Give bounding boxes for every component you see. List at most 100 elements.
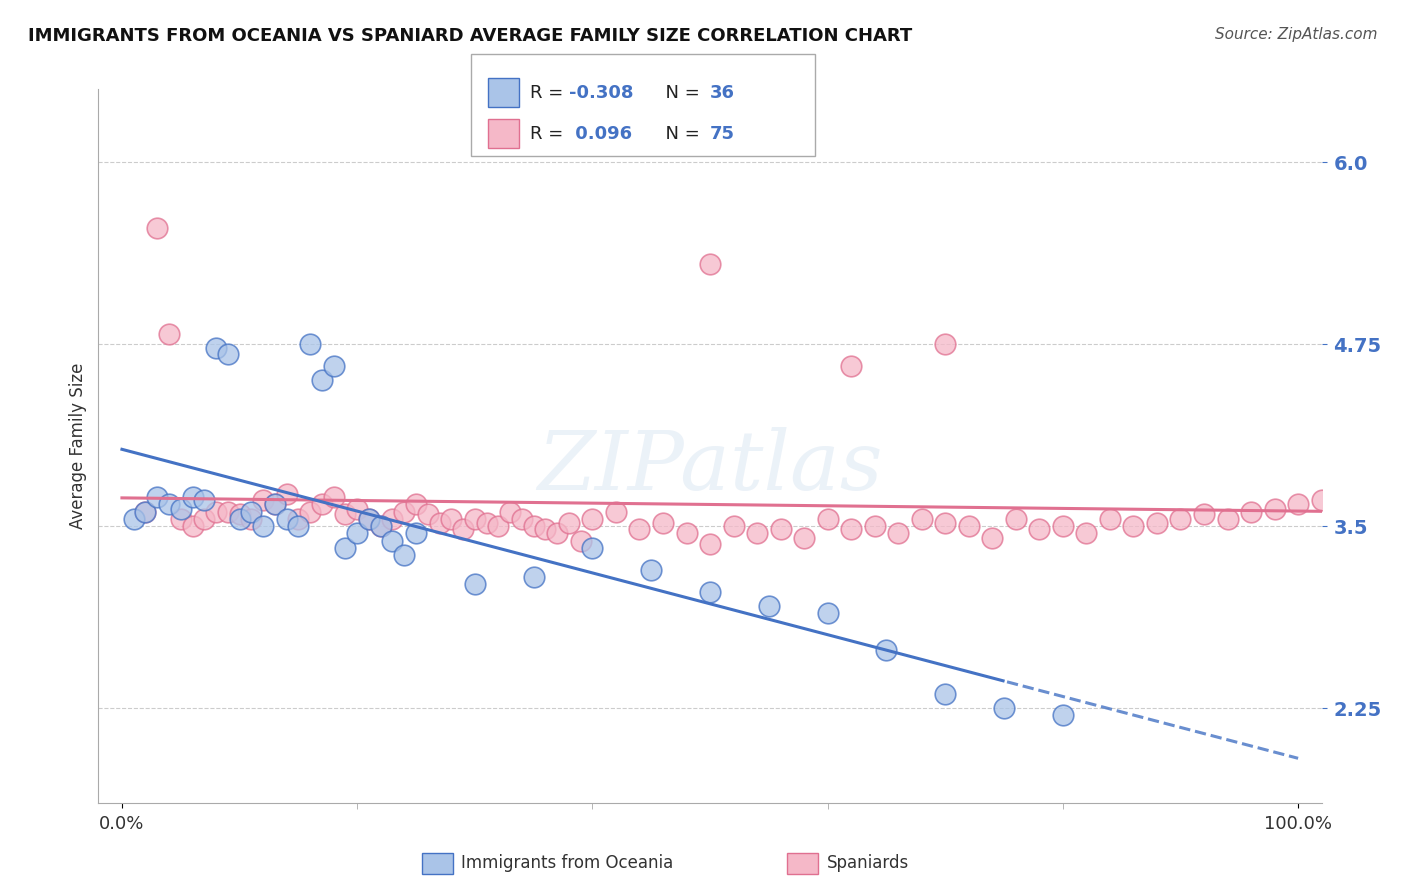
Text: 0.096: 0.096 <box>569 125 633 143</box>
Point <box>122 512 145 526</box>
Point <box>357 512 380 526</box>
Point <box>981 531 1004 545</box>
Point <box>523 570 546 584</box>
Point <box>486 519 509 533</box>
Point <box>1052 708 1074 723</box>
Point <box>263 497 285 511</box>
Point <box>429 516 451 531</box>
Point <box>287 519 309 533</box>
Point <box>370 519 392 533</box>
Point <box>863 519 886 533</box>
Point <box>1028 522 1050 536</box>
Point <box>510 512 533 526</box>
Text: -0.308: -0.308 <box>569 84 634 102</box>
Point <box>217 504 239 518</box>
Point <box>464 577 486 591</box>
Point <box>675 526 697 541</box>
Point <box>839 522 862 536</box>
Point <box>581 541 603 555</box>
Point <box>451 522 474 536</box>
Point <box>817 607 839 621</box>
Text: R =: R = <box>530 84 569 102</box>
Point <box>299 504 322 518</box>
Text: Spaniards: Spaniards <box>827 855 908 872</box>
Text: IMMIGRANTS FROM OCEANIA VS SPANIARD AVERAGE FAMILY SIZE CORRELATION CHART: IMMIGRANTS FROM OCEANIA VS SPANIARD AVER… <box>28 27 912 45</box>
Point <box>405 526 427 541</box>
Point <box>464 512 486 526</box>
Point <box>252 492 274 507</box>
Point <box>534 522 557 536</box>
Point <box>240 512 263 526</box>
Point <box>311 497 333 511</box>
Point <box>993 701 1015 715</box>
Point <box>934 516 956 531</box>
Point <box>1192 508 1215 522</box>
Point <box>276 487 298 501</box>
Point <box>1286 497 1309 511</box>
Point <box>381 512 404 526</box>
Point <box>322 359 344 373</box>
Point <box>394 548 416 562</box>
Point <box>170 512 193 526</box>
Point <box>911 512 934 526</box>
Point <box>217 347 239 361</box>
Point <box>934 687 956 701</box>
Point <box>416 508 439 522</box>
Point <box>405 497 427 511</box>
Y-axis label: Average Family Size: Average Family Size <box>69 363 87 529</box>
Point <box>205 342 228 356</box>
Point <box>839 359 862 373</box>
Point <box>1381 483 1403 497</box>
Point <box>723 519 745 533</box>
Point <box>1170 512 1192 526</box>
Point <box>934 337 956 351</box>
Point <box>381 533 404 548</box>
Point <box>1052 519 1074 533</box>
Point <box>957 519 980 533</box>
Point <box>370 519 392 533</box>
Point <box>1240 504 1263 518</box>
Point <box>228 508 250 522</box>
Point <box>357 512 380 526</box>
Point <box>394 504 416 518</box>
Point <box>1310 492 1333 507</box>
Point <box>146 490 169 504</box>
Point <box>699 257 721 271</box>
Point <box>546 526 568 541</box>
Text: ZIPatlas: ZIPatlas <box>537 427 883 508</box>
Text: N =: N = <box>654 84 706 102</box>
Point <box>628 522 651 536</box>
Point <box>769 522 792 536</box>
Point <box>758 599 780 614</box>
Point <box>1004 512 1026 526</box>
Point <box>817 512 839 526</box>
Point <box>181 519 204 533</box>
Point <box>1334 490 1357 504</box>
Point <box>440 512 463 526</box>
Point <box>640 563 662 577</box>
Point <box>558 516 581 531</box>
Point <box>1264 501 1286 516</box>
Point <box>699 584 721 599</box>
Point <box>1357 487 1379 501</box>
Point <box>581 512 603 526</box>
Point <box>346 501 368 516</box>
Text: 75: 75 <box>710 125 735 143</box>
Point <box>1098 512 1121 526</box>
Point <box>263 497 285 511</box>
Point <box>335 508 357 522</box>
Text: Immigrants from Oceania: Immigrants from Oceania <box>461 855 673 872</box>
Point <box>299 337 322 351</box>
Text: 36: 36 <box>710 84 735 102</box>
Point <box>793 531 815 545</box>
Point <box>134 504 156 518</box>
Point <box>322 490 344 504</box>
Point <box>311 374 333 388</box>
Point <box>699 536 721 550</box>
Point <box>287 512 309 526</box>
Point <box>193 512 215 526</box>
Point <box>134 504 156 518</box>
Point <box>745 526 768 541</box>
Point <box>335 541 357 555</box>
Point <box>170 501 193 516</box>
